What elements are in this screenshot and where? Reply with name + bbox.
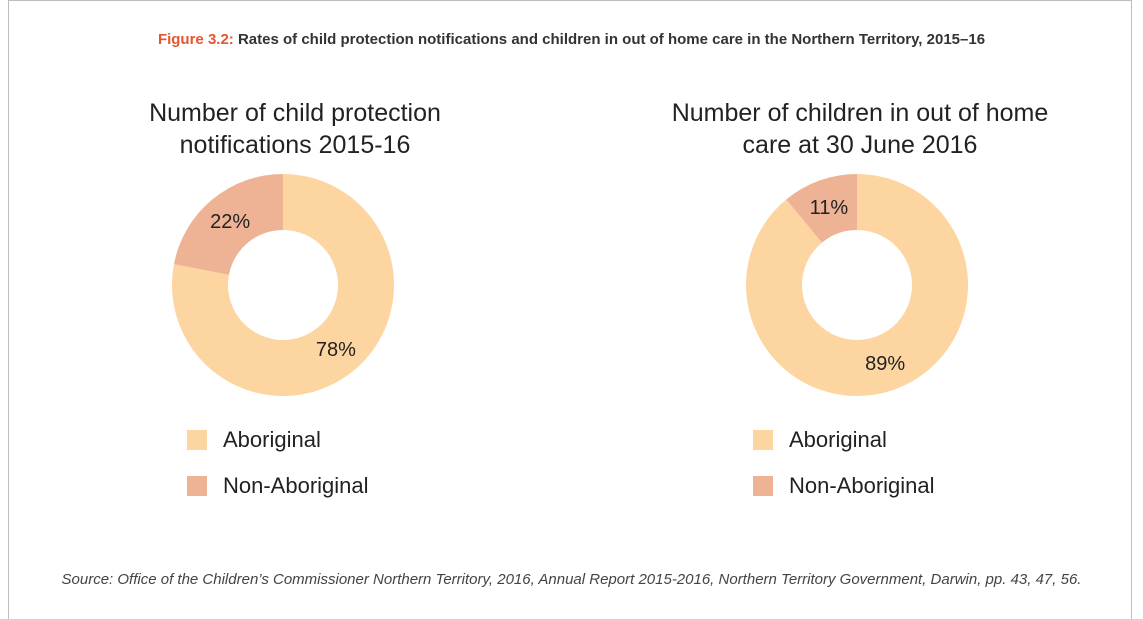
data-label-non-aboriginal: 22%	[210, 211, 250, 233]
legend-swatch-non-aboriginal	[187, 476, 207, 496]
legend-item-non-aboriginal: Non-Aboriginal	[753, 473, 935, 498]
legend-label-non-aboriginal: Non-Aboriginal	[223, 473, 369, 498]
chart-title-notifications: Number of child protection notifications…	[149, 99, 441, 159]
legend-label-non-aboriginal: Non-Aboriginal	[789, 473, 935, 498]
legend-out-of-home-care: Aboriginal Non-Aboriginal	[753, 427, 935, 520]
figure-label: Figure 3.2:	[157, 31, 234, 48]
donut-slice-aboriginal	[746, 174, 968, 397]
figure-title: Figure 3.2: Rates of child protection no…	[40, 22, 1103, 58]
figure-frame	[8, 0, 1132, 619]
donut-chart-out-of-home-care: 89% 11%	[746, 174, 968, 397]
data-label-aboriginal: 89%	[865, 353, 905, 375]
legend-item-aboriginal: Aboriginal	[187, 427, 369, 452]
chart-title-out-of-home-care: Number of children in out of home care a…	[671, 99, 1049, 159]
legend-swatch-non-aboriginal	[753, 476, 773, 496]
legend-label-aboriginal: Aboriginal	[223, 427, 321, 452]
legend-item-non-aboriginal: Non-Aboriginal	[187, 473, 369, 498]
legend-label-aboriginal: Aboriginal	[789, 427, 887, 452]
legend-swatch-aboriginal	[753, 430, 773, 450]
data-label-aboriginal: 78%	[316, 339, 356, 361]
data-label-non-aboriginal: 11%	[810, 197, 849, 219]
donut-slice-non-aboriginal	[786, 174, 857, 243]
legend-notifications: Aboriginal Non-Aboriginal	[187, 427, 369, 520]
figure-title-text: Rates of child protection notifications …	[237, 31, 986, 48]
legend-item-aboriginal: Aboriginal	[753, 427, 935, 452]
figure-source: Source: Office of the Children’s Commiss…	[61, 571, 1082, 588]
donut-chart-notifications: 78% 22%	[172, 174, 394, 396]
donut-slice-aboriginal	[172, 174, 394, 396]
legend-swatch-aboriginal	[187, 430, 207, 450]
donut-slice-non-aboriginal	[173, 174, 283, 275]
